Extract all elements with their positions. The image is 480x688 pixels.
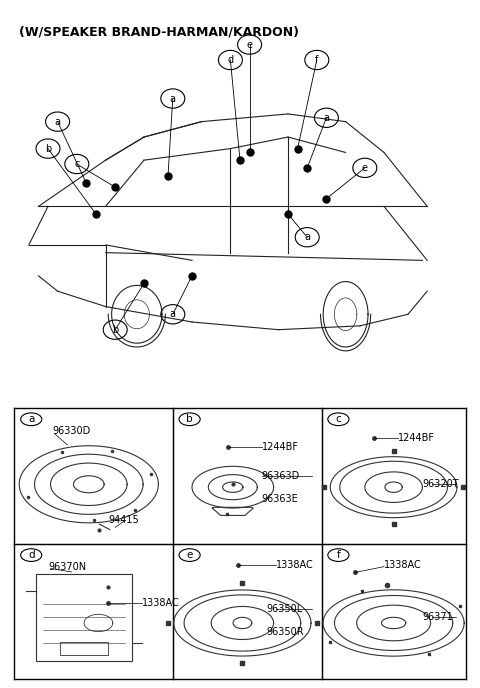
Text: 96370N: 96370N bbox=[48, 561, 86, 572]
Text: c: c bbox=[74, 159, 80, 169]
Text: 1338AC: 1338AC bbox=[276, 560, 314, 570]
Text: 1338AC: 1338AC bbox=[142, 598, 180, 608]
Text: e: e bbox=[186, 550, 193, 560]
Text: 96350R: 96350R bbox=[266, 627, 304, 636]
Text: f: f bbox=[315, 55, 319, 65]
Text: 96363D: 96363D bbox=[262, 471, 300, 481]
Bar bbox=[60, 642, 108, 655]
Text: a: a bbox=[170, 94, 176, 103]
Text: b: b bbox=[112, 325, 119, 334]
Text: a: a bbox=[304, 233, 310, 242]
Text: c: c bbox=[336, 414, 341, 424]
Text: b: b bbox=[186, 414, 193, 424]
Text: 1244BF: 1244BF bbox=[398, 433, 435, 443]
Text: 1338AC: 1338AC bbox=[384, 560, 422, 570]
Text: 96330D: 96330D bbox=[53, 426, 91, 436]
Text: a: a bbox=[324, 113, 329, 122]
Text: 96350L: 96350L bbox=[266, 603, 303, 614]
Text: 1244BF: 1244BF bbox=[262, 442, 299, 452]
Text: d: d bbox=[228, 55, 233, 65]
Text: 96363E: 96363E bbox=[262, 494, 299, 504]
Text: 96371: 96371 bbox=[422, 612, 453, 622]
Text: a: a bbox=[28, 414, 35, 424]
Text: f: f bbox=[336, 550, 340, 560]
Text: b: b bbox=[45, 144, 51, 153]
Bar bbox=[36, 574, 132, 660]
Text: d: d bbox=[28, 550, 35, 560]
Text: (W/SPEAKER BRAND-HARMAN/KARDON): (W/SPEAKER BRAND-HARMAN/KARDON) bbox=[19, 25, 299, 39]
Text: a: a bbox=[55, 117, 60, 127]
Text: 96320T: 96320T bbox=[422, 480, 459, 489]
Text: e: e bbox=[362, 163, 368, 173]
Text: a: a bbox=[170, 310, 176, 319]
Text: 94415: 94415 bbox=[108, 515, 139, 526]
Text: e: e bbox=[247, 40, 252, 50]
